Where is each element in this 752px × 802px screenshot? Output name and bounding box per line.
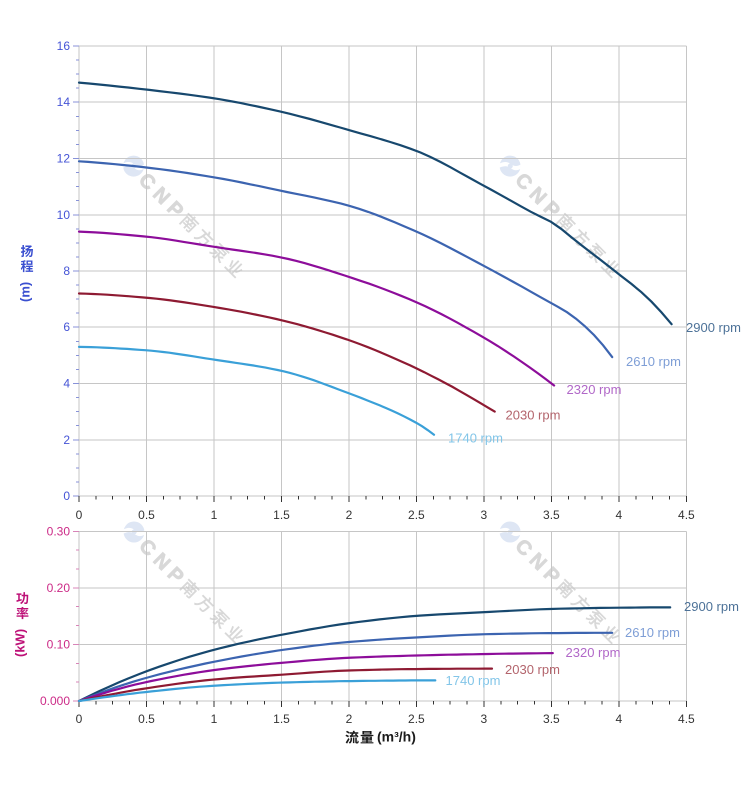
svg-text:2: 2 bbox=[346, 508, 353, 522]
svg-text:1.5: 1.5 bbox=[273, 508, 290, 522]
svg-text:0.10: 0.10 bbox=[47, 637, 71, 651]
svg-text:1740 rpm: 1740 rpm bbox=[446, 673, 501, 688]
svg-text:4: 4 bbox=[616, 508, 623, 522]
svg-text:2.5: 2.5 bbox=[408, 508, 425, 522]
svg-text:2320 rpm: 2320 rpm bbox=[567, 382, 622, 397]
svg-text:10: 10 bbox=[57, 208, 71, 222]
svg-text:0: 0 bbox=[76, 508, 83, 522]
svg-text:0.30: 0.30 bbox=[47, 524, 71, 538]
svg-text:(m): (m) bbox=[18, 282, 33, 302]
svg-text:2900 rpm: 2900 rpm bbox=[686, 320, 741, 335]
svg-text:1740 rpm: 1740 rpm bbox=[448, 431, 503, 446]
svg-text:0.20: 0.20 bbox=[47, 581, 71, 595]
svg-text:4.5: 4.5 bbox=[678, 712, 695, 726]
svg-text:8: 8 bbox=[63, 264, 70, 278]
svg-text:2320 rpm: 2320 rpm bbox=[566, 645, 621, 660]
svg-text:4: 4 bbox=[63, 377, 70, 391]
svg-text:3.5: 3.5 bbox=[543, 508, 560, 522]
svg-text:6: 6 bbox=[63, 320, 70, 334]
svg-text:1.5: 1.5 bbox=[273, 712, 290, 726]
svg-text:3: 3 bbox=[481, 712, 488, 726]
svg-text:1: 1 bbox=[211, 508, 218, 522]
svg-text:(kW): (kW) bbox=[13, 629, 28, 657]
svg-text:(m³/h): (m³/h) bbox=[377, 729, 416, 745]
svg-text:2030 rpm: 2030 rpm bbox=[506, 408, 561, 423]
svg-text:16: 16 bbox=[57, 39, 71, 53]
svg-text:14: 14 bbox=[57, 95, 71, 109]
svg-text:0.5: 0.5 bbox=[138, 508, 155, 522]
svg-text:4: 4 bbox=[616, 712, 623, 726]
svg-text:0: 0 bbox=[63, 489, 70, 503]
svg-text:0.000: 0.000 bbox=[40, 694, 70, 708]
svg-text:4.5: 4.5 bbox=[678, 508, 695, 522]
svg-text:0: 0 bbox=[76, 712, 83, 726]
svg-text:2610 rpm: 2610 rpm bbox=[625, 625, 680, 640]
svg-text:2: 2 bbox=[346, 712, 353, 726]
svg-text:2610 rpm: 2610 rpm bbox=[626, 354, 681, 369]
svg-text:0.5: 0.5 bbox=[138, 712, 155, 726]
svg-text:3.5: 3.5 bbox=[543, 712, 560, 726]
svg-text:2030 rpm: 2030 rpm bbox=[505, 662, 560, 677]
svg-text:2900 rpm: 2900 rpm bbox=[684, 599, 739, 614]
svg-text:2: 2 bbox=[63, 433, 70, 447]
svg-text:3: 3 bbox=[481, 508, 488, 522]
svg-text:12: 12 bbox=[57, 152, 71, 166]
svg-text:1: 1 bbox=[211, 712, 218, 726]
svg-text:2.5: 2.5 bbox=[408, 712, 425, 726]
